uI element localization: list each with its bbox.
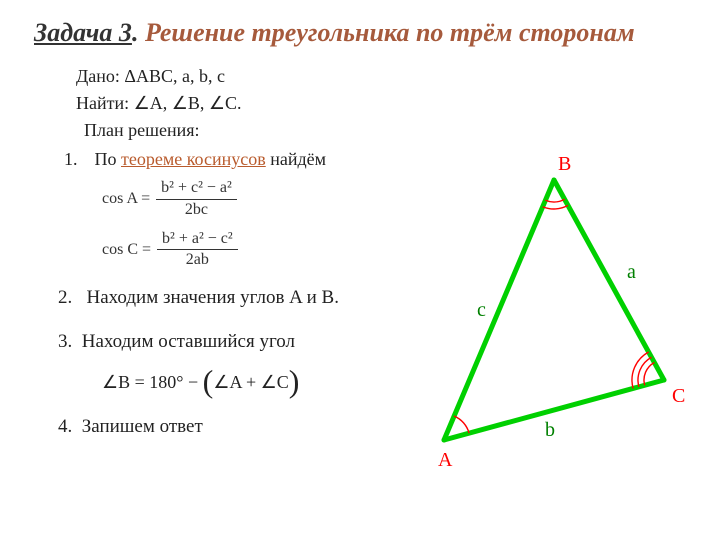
- step-4-text: Запишем ответ: [82, 416, 203, 437]
- given-line: Дано: ΔABC, a, b, c: [76, 66, 686, 87]
- title-rest: Решение треугольника по трём сторонам: [145, 18, 635, 47]
- given-label: Дано:: [76, 66, 120, 86]
- side-b-label: b: [545, 419, 555, 441]
- plan-label: План решения:: [84, 120, 686, 141]
- title-prefix: Задача 3: [34, 18, 132, 47]
- find-label: Найти:: [76, 93, 129, 113]
- find-text: ∠A, ∠B, ∠C.: [134, 93, 242, 113]
- step-3-num: 3.: [58, 331, 72, 352]
- step-1-after: найдём: [266, 149, 326, 169]
- step-1-num: 1.: [64, 149, 90, 170]
- step-2-text: Находим значения углов A и B.: [87, 287, 339, 308]
- step-3-text: Находим оставшийся угол: [82, 331, 295, 352]
- step-1-link: теореме косинусов: [121, 149, 266, 169]
- title-dot: .: [132, 18, 145, 47]
- step-1-before: По: [95, 149, 122, 169]
- cosA-top: b² + c² − a²: [156, 180, 237, 200]
- triangle-svg: A B C a b c: [414, 150, 684, 460]
- step-2-num: 2.: [58, 287, 72, 308]
- cosC-top: b² + a² − c²: [157, 231, 238, 251]
- angleB-inner: ∠A + ∠C: [213, 372, 288, 392]
- given-text: ΔABC, a, b, c: [124, 66, 225, 86]
- side-a-label: a: [627, 261, 636, 283]
- side-c-label: c: [477, 299, 486, 321]
- vertex-B-label: B: [558, 153, 571, 175]
- page-title: Задача 3. Решение треугольника по трём с…: [34, 18, 686, 48]
- cosA-bot: 2bc: [180, 200, 213, 219]
- cosC-bot: 2ab: [181, 250, 214, 269]
- find-line: Найти: ∠A, ∠B, ∠C.: [76, 93, 686, 114]
- cosA-lhs: cos A =: [102, 190, 150, 208]
- vertex-A-label: A: [438, 449, 453, 471]
- step-4-num: 4.: [58, 416, 72, 437]
- angleB-lhs: ∠B = 180° −: [102, 372, 203, 392]
- cosC-lhs: cos C =: [102, 241, 151, 259]
- vertex-C-label: C: [672, 385, 685, 407]
- triangle-figure: A B C a b c: [414, 150, 684, 460]
